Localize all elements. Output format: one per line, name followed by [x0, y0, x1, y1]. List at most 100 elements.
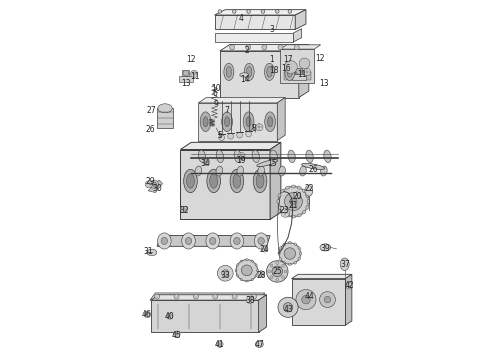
- Circle shape: [294, 45, 299, 50]
- Ellipse shape: [253, 169, 267, 193]
- Ellipse shape: [236, 264, 239, 266]
- Ellipse shape: [230, 169, 244, 193]
- Ellipse shape: [237, 166, 244, 176]
- Text: 13: 13: [319, 79, 329, 88]
- Polygon shape: [220, 44, 309, 51]
- Polygon shape: [220, 51, 299, 98]
- Ellipse shape: [279, 257, 282, 260]
- Ellipse shape: [234, 150, 242, 163]
- Circle shape: [152, 182, 156, 186]
- Text: 18: 18: [269, 66, 278, 75]
- Ellipse shape: [195, 166, 202, 176]
- Circle shape: [267, 261, 288, 282]
- Circle shape: [191, 70, 197, 77]
- Ellipse shape: [203, 117, 208, 127]
- Ellipse shape: [240, 260, 243, 262]
- Text: 46: 46: [142, 310, 151, 319]
- Polygon shape: [215, 10, 306, 15]
- Ellipse shape: [265, 112, 275, 132]
- Text: 2: 2: [245, 46, 249, 55]
- Ellipse shape: [257, 269, 258, 272]
- Ellipse shape: [340, 258, 349, 271]
- Circle shape: [296, 68, 302, 74]
- Text: 14: 14: [240, 75, 250, 84]
- Polygon shape: [292, 274, 352, 279]
- Ellipse shape: [283, 243, 286, 246]
- Ellipse shape: [245, 259, 248, 261]
- Text: 20: 20: [292, 192, 302, 201]
- Circle shape: [290, 198, 297, 205]
- Ellipse shape: [184, 169, 197, 193]
- Ellipse shape: [288, 150, 295, 163]
- Ellipse shape: [298, 247, 300, 249]
- Circle shape: [284, 270, 287, 273]
- Circle shape: [278, 186, 309, 217]
- Ellipse shape: [235, 269, 237, 272]
- Circle shape: [291, 202, 297, 207]
- Ellipse shape: [300, 166, 306, 176]
- Ellipse shape: [302, 163, 324, 170]
- Circle shape: [245, 131, 251, 137]
- Text: 30: 30: [152, 184, 162, 193]
- Ellipse shape: [161, 237, 168, 244]
- Text: 25: 25: [272, 267, 282, 276]
- Ellipse shape: [267, 67, 272, 77]
- Polygon shape: [180, 149, 270, 220]
- Ellipse shape: [279, 247, 282, 249]
- Ellipse shape: [236, 274, 239, 277]
- Ellipse shape: [297, 214, 301, 217]
- Ellipse shape: [278, 194, 281, 198]
- Text: 39: 39: [321, 244, 331, 253]
- Polygon shape: [151, 300, 259, 332]
- Ellipse shape: [283, 262, 286, 264]
- Ellipse shape: [244, 63, 254, 81]
- Circle shape: [276, 262, 279, 265]
- Text: 28: 28: [256, 270, 266, 279]
- Circle shape: [268, 270, 270, 273]
- Circle shape: [167, 314, 172, 319]
- Ellipse shape: [305, 185, 313, 196]
- Ellipse shape: [230, 233, 244, 249]
- Text: 12: 12: [316, 54, 325, 63]
- Circle shape: [246, 296, 254, 303]
- Circle shape: [236, 260, 258, 281]
- Ellipse shape: [286, 186, 290, 189]
- Ellipse shape: [210, 174, 218, 188]
- Text: 43: 43: [283, 305, 293, 314]
- Polygon shape: [182, 70, 189, 76]
- Ellipse shape: [288, 263, 292, 265]
- Text: 17: 17: [283, 55, 293, 64]
- Ellipse shape: [297, 186, 301, 189]
- Ellipse shape: [265, 63, 274, 81]
- Ellipse shape: [302, 189, 306, 193]
- Text: 31: 31: [144, 247, 153, 256]
- Ellipse shape: [185, 237, 192, 244]
- Polygon shape: [198, 98, 285, 103]
- Ellipse shape: [285, 63, 295, 81]
- Circle shape: [258, 271, 265, 277]
- Ellipse shape: [306, 205, 309, 210]
- Polygon shape: [292, 74, 306, 80]
- Ellipse shape: [254, 233, 268, 249]
- Ellipse shape: [277, 199, 280, 204]
- Text: 26: 26: [308, 165, 318, 174]
- Circle shape: [282, 276, 285, 279]
- Circle shape: [275, 10, 279, 13]
- Circle shape: [146, 181, 152, 188]
- Ellipse shape: [198, 150, 206, 163]
- Circle shape: [278, 45, 283, 50]
- Ellipse shape: [299, 252, 302, 255]
- Ellipse shape: [286, 214, 290, 217]
- Text: 21: 21: [289, 201, 298, 210]
- Ellipse shape: [240, 73, 249, 77]
- Ellipse shape: [251, 260, 253, 262]
- Ellipse shape: [281, 210, 285, 214]
- Ellipse shape: [252, 150, 259, 163]
- Polygon shape: [198, 103, 277, 140]
- Circle shape: [285, 60, 297, 73]
- Text: 29: 29: [145, 177, 155, 186]
- Ellipse shape: [258, 237, 265, 244]
- Polygon shape: [284, 72, 311, 80]
- Circle shape: [218, 10, 221, 13]
- Polygon shape: [179, 76, 193, 82]
